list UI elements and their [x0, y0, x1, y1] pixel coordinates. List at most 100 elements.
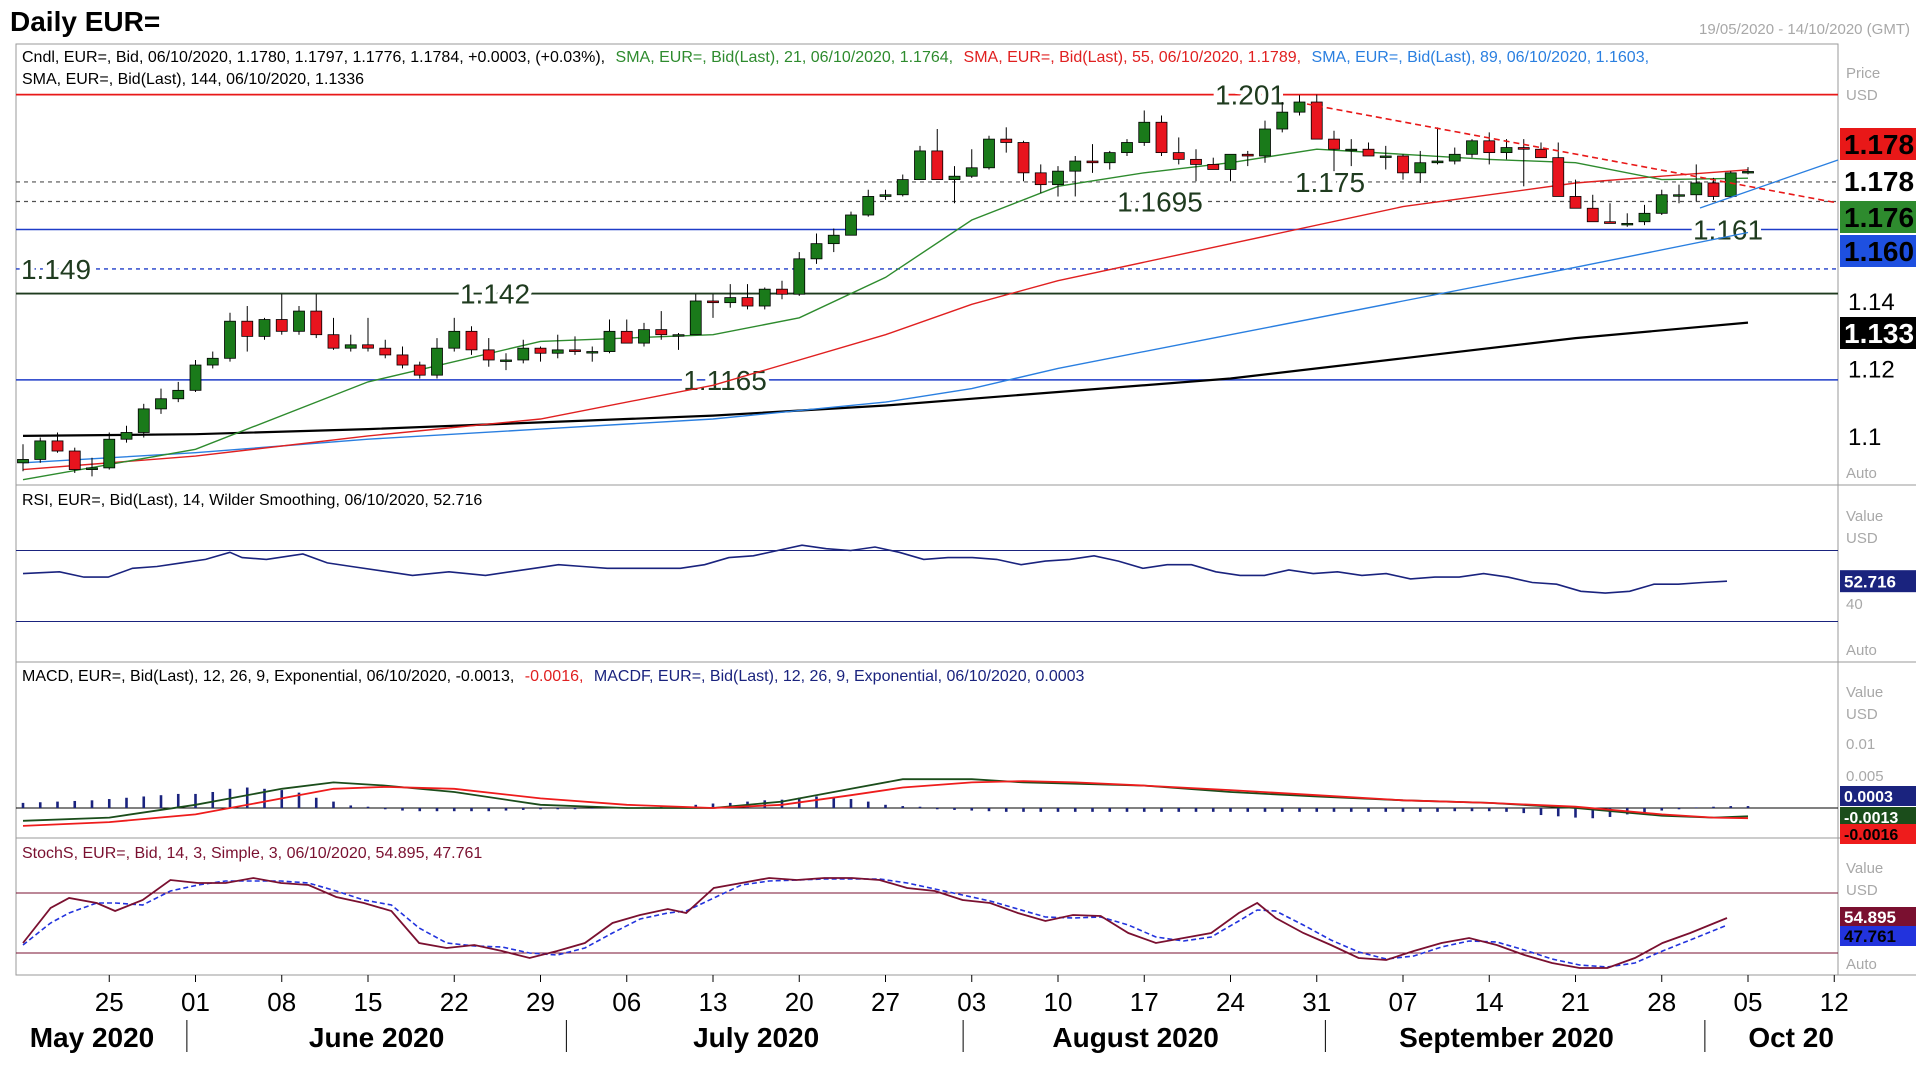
candle [1052, 166, 1064, 197]
rsi-axis-title-2: USD [1846, 530, 1878, 547]
candle [983, 135, 995, 170]
candle-body-up [758, 288, 771, 307]
macd-header-macd: MACD, EUR=, Bid(Last), 12, 26, 9, Expone… [22, 668, 514, 685]
candle-body-up [517, 347, 530, 361]
x-month-label: May 2020 [30, 1022, 155, 1053]
candle [1241, 150, 1254, 167]
macd-panel: MACD, EUR=, Bid(Last), 12, 26, 9, Expone… [16, 668, 1916, 844]
candle-body-down [1155, 121, 1168, 154]
candle-body-up [638, 329, 650, 344]
candle [1707, 177, 1720, 200]
candle-body-up [1724, 172, 1737, 197]
candle-body-up [1500, 147, 1513, 154]
candle [948, 166, 961, 204]
stoch-k-line [22, 877, 1728, 969]
candle [1448, 147, 1461, 165]
price-header-line1: Cndl, EUR=, Bid, 06/10/2020, 1.1780, 1.1… [22, 49, 1649, 66]
candle [1259, 120, 1271, 163]
macd-histogram [21, 787, 1750, 819]
price-tag-3-bg [1840, 235, 1916, 267]
level-label-1.175: 1.175 [1295, 167, 1365, 198]
candle [379, 339, 392, 359]
candle-body-up [1655, 194, 1668, 214]
x-day-label: 13 [699, 987, 728, 1017]
macd-value-tags: 0.0003 -0.0013-0.0016 [1840, 786, 1916, 844]
candle [155, 388, 167, 414]
rsi-line [22, 544, 1728, 594]
candle [1310, 94, 1323, 140]
sma89-line [22, 231, 1749, 464]
candle-body-down [327, 334, 340, 349]
candle [275, 294, 288, 335]
x-day-label: 12 [1820, 987, 1849, 1017]
x-day-label: 27 [871, 987, 900, 1017]
candle-body-up [206, 357, 219, 366]
candle [1293, 95, 1306, 116]
macd-tag-2: -0.0016 [1840, 824, 1916, 844]
stoch-axis-auto[interactable]: Auto [1846, 956, 1877, 973]
x-day-label: 28 [1647, 987, 1676, 1017]
candle-body-up [689, 300, 702, 336]
x-day-label: 07 [1389, 987, 1418, 1017]
candle [310, 294, 323, 339]
price-axis-auto[interactable]: Auto [1846, 465, 1877, 482]
stoch-tag-1-text: 47.761 [1844, 927, 1896, 946]
candle-body-up [845, 214, 857, 236]
x-day-label: 15 [354, 987, 383, 1017]
rsi-value-tag: 52.716 [1840, 570, 1916, 593]
macd-axis-ticks: 0.01 0.005 [1846, 736, 1884, 785]
candle [1328, 130, 1340, 172]
candle [293, 306, 305, 335]
macd-tag-2-text: -0.0016 [1844, 827, 1898, 844]
candle-body-up [1121, 142, 1133, 154]
x-day-label: 25 [95, 987, 124, 1017]
candle-body-down [362, 344, 374, 349]
candle [431, 338, 443, 379]
candle [1362, 142, 1375, 157]
candle [1069, 155, 1082, 197]
level-label-1.149: 1.149 [21, 254, 91, 285]
sma144-line [22, 321, 1749, 437]
candle [1086, 144, 1099, 173]
candle [707, 294, 719, 318]
candle-body-up [827, 234, 840, 245]
macd-header: MACD, EUR=, Bid(Last), 12, 26, 9, Expone… [22, 668, 1085, 685]
candle [1569, 179, 1582, 209]
candle-body-up [344, 344, 357, 349]
candle-body-down [413, 364, 426, 376]
candle-body-up [914, 150, 926, 180]
candle-body-down [741, 297, 754, 307]
price-tag-3: 1.160 [1840, 235, 1916, 267]
candle [1466, 139, 1478, 158]
candle [914, 145, 926, 180]
candle-body-up [1293, 101, 1306, 113]
price-tick-label: 1.14 [1848, 289, 1895, 316]
candle [534, 346, 547, 362]
candle [34, 437, 47, 463]
price-axis-ticks: 1.14 1.12 1.1 [1848, 289, 1895, 451]
level-label-1.142: 1.142 [460, 279, 530, 310]
level-label-1.1165: 1.1165 [683, 365, 767, 396]
candle-body-down [241, 320, 254, 337]
candle-body-down [1397, 155, 1409, 174]
downtrend-line [1306, 103, 1839, 204]
candle-body-up [810, 243, 823, 260]
x-day-label: 22 [440, 987, 469, 1017]
x-month-label: August 2020 [1052, 1022, 1219, 1053]
level-label-1.1695: 1.1695 [1117, 187, 1203, 218]
price-header-candle: Cndl, EUR=, Bid, 06/10/2020, 1.1780, 1.1… [22, 49, 605, 66]
rsi-axis-auto[interactable]: Auto [1846, 642, 1877, 659]
candle-body-up [1638, 212, 1651, 223]
candle [1431, 127, 1444, 165]
candle-body-down [379, 347, 392, 356]
candle [1690, 164, 1703, 202]
candle [1655, 189, 1668, 215]
macd-axis-title-1: Value [1846, 684, 1883, 701]
candle-body-up [586, 351, 599, 354]
candle-body-down [465, 330, 478, 351]
candle [17, 444, 29, 472]
stoch-header: StochS, EUR=, Bid, 14, 3, Simple, 3, 06/… [22, 845, 482, 862]
stoch-tag-0-bg [1840, 907, 1916, 927]
